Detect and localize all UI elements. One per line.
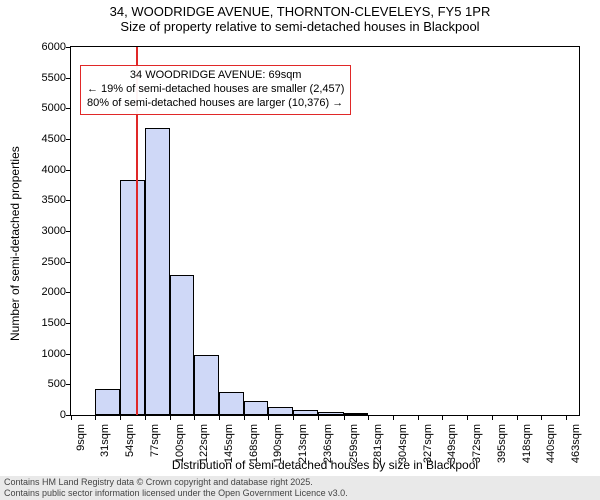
histogram-bar [145,128,170,415]
histogram-bar [318,412,343,415]
x-tick-mark [492,415,493,420]
y-tick-label: 1500 [42,317,66,329]
chart-container: 34, WOODRIDGE AVENUE, THORNTON-CLEVELEYS… [0,0,600,500]
plot-area: 34 WOODRIDGE AVENUE: 69sqm← 19% of semi-… [70,46,580,416]
y-tick-mark [66,108,71,109]
y-tick-label: 5000 [42,102,66,114]
title-line-1: 34, WOODRIDGE AVENUE, THORNTON-CLEVELEYS… [0,4,600,19]
x-tick-mark [318,415,319,420]
y-tick-mark [66,384,71,385]
footer-line-1: Contains HM Land Registry data © Crown c… [4,477,596,488]
x-tick-mark [170,415,171,420]
annotation-line-2: ← 19% of semi-detached houses are smalle… [87,83,344,97]
y-tick-label: 2000 [42,286,66,298]
histogram-bar [170,275,194,415]
y-tick-mark [66,323,71,324]
y-tick-label: 1000 [42,348,66,360]
x-tick-mark [244,415,245,420]
histogram-bar [344,413,368,415]
x-tick-mark [517,415,518,420]
y-tick-mark [66,354,71,355]
annotation-line-1: 34 WOODRIDGE AVENUE: 69sqm [87,69,344,83]
y-tick-mark [66,231,71,232]
x-tick-mark [120,415,121,420]
y-tick-mark [66,292,71,293]
histogram-bar [120,180,145,415]
chart-title: 34, WOODRIDGE AVENUE, THORNTON-CLEVELEYS… [0,4,600,34]
y-tick-label: 3000 [42,225,66,237]
y-tick-mark [66,78,71,79]
y-tick-mark [66,200,71,201]
x-tick-mark [71,415,72,420]
histogram-bar [95,389,120,415]
x-tick-mark [467,415,468,420]
x-tick-mark [418,415,419,420]
y-tick-mark [66,47,71,48]
y-tick-mark [66,262,71,263]
x-axis-label: Distribution of semi-detached houses by … [70,458,580,472]
x-tick-mark [293,415,294,420]
histogram-bar [194,355,219,415]
title-line-2: Size of property relative to semi-detach… [0,19,600,34]
annotation-box: 34 WOODRIDGE AVENUE: 69sqm← 19% of semi-… [80,65,351,115]
histogram-bar [268,407,293,415]
y-tick-mark [66,139,71,140]
x-tick-mark [219,415,220,420]
x-tick-mark [95,415,96,420]
x-tick-mark [194,415,195,420]
y-tick-label: 4500 [42,133,66,145]
x-tick-mark [344,415,345,420]
x-tick-mark [145,415,146,420]
footer-line-2: Contains public sector information licen… [4,488,596,499]
annotation-line-3: 80% of semi-detached houses are larger (… [87,97,344,111]
x-tick-mark [566,415,567,420]
y-tick-label: 2500 [42,256,66,268]
y-tick-label: 4000 [42,164,66,176]
y-tick-label: 6000 [42,41,66,53]
x-tick-mark [442,415,443,420]
x-tick-mark [368,415,369,420]
x-tick-mark [541,415,542,420]
histogram-bar [244,401,268,415]
histogram-bar [293,410,318,415]
x-tick-mark [393,415,394,420]
y-axis-label: Number of semi-detached properties [8,146,22,341]
y-tick-label: 500 [48,378,66,390]
y-tick-label: 3500 [42,194,66,206]
credit-footer: Contains HM Land Registry data © Crown c… [0,476,600,500]
histogram-bar [219,392,244,415]
x-tick-mark [268,415,269,420]
y-tick-mark [66,170,71,171]
y-tick-label: 5500 [42,72,66,84]
